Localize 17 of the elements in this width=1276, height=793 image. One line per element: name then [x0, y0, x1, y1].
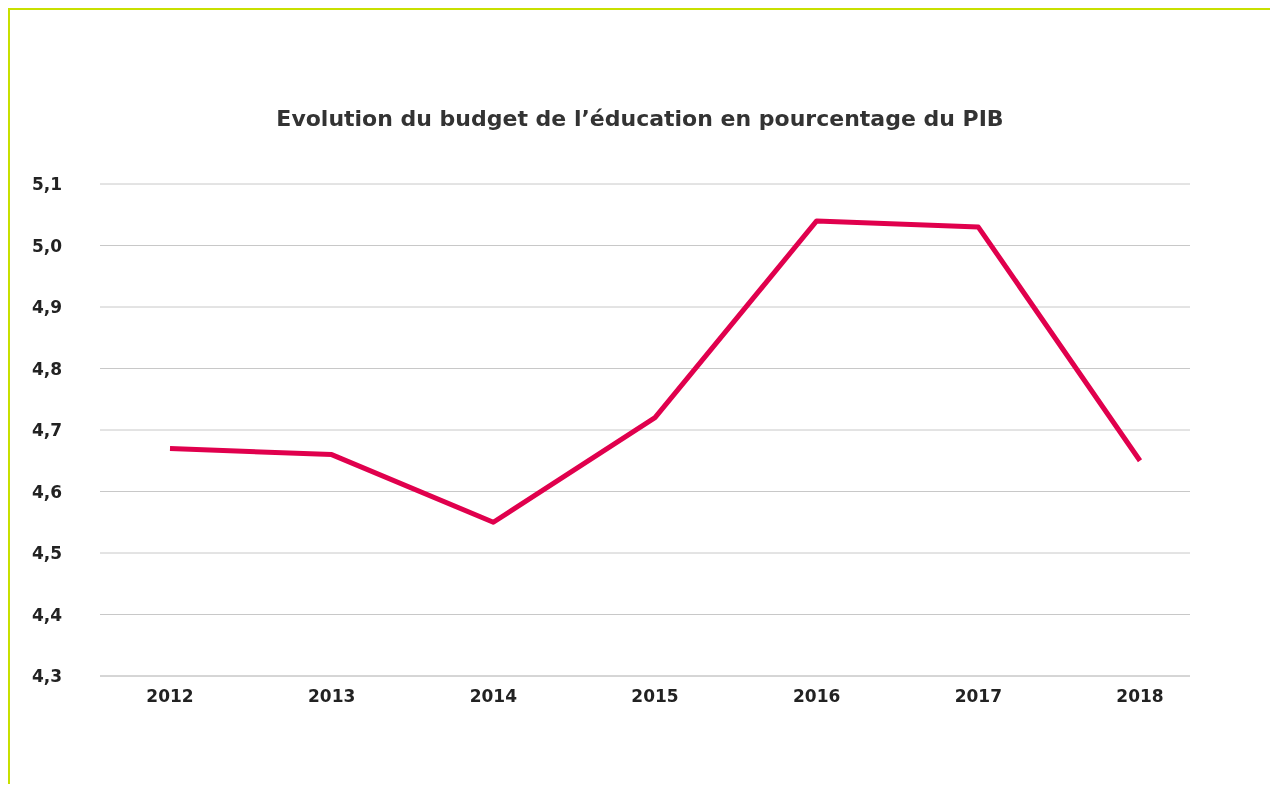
y-tick-label: 5,1 [32, 174, 63, 195]
y-tick-label: 4,8 [32, 358, 63, 379]
x-tick-label: 2015 [631, 686, 679, 707]
x-tick-label: 2014 [469, 686, 518, 707]
x-tick-label: 2012 [146, 686, 194, 707]
y-tick-label: 4,6 [32, 481, 63, 502]
y-tick-label: 5,0 [32, 235, 63, 256]
x-tick-label: 2016 [793, 686, 841, 707]
y-tick-label: 4,3 [32, 666, 63, 687]
y-tick-label: 4,4 [32, 604, 63, 625]
y-tick-label: 4,5 [32, 543, 63, 564]
y-tick-label: 4,9 [32, 297, 63, 318]
y-tick-label: 4,7 [32, 420, 63, 441]
x-tick-label: 2018 [1116, 686, 1164, 707]
x-tick-label: 2017 [954, 686, 1002, 707]
x-tick-label: 2013 [308, 686, 356, 707]
chart-title: Evolution du budget de l’éducation en pourcentage du PIB [275, 105, 1005, 133]
